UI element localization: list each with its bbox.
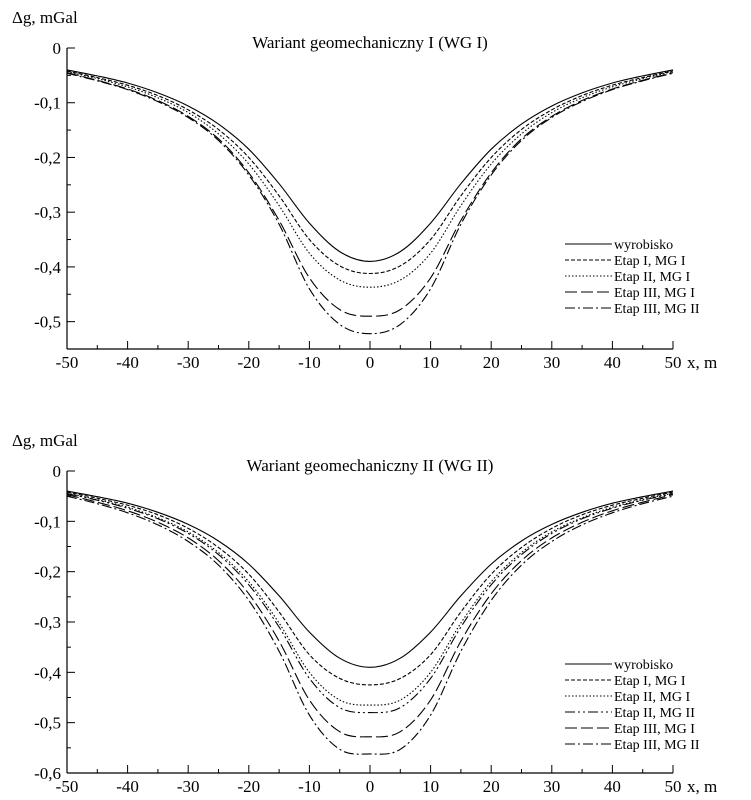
chart1-legend-label-1: wyrobisko bbox=[614, 238, 673, 253]
chart2-series-line-2 bbox=[66, 491, 674, 686]
chart1-title: Wariant geomechaniczny I (WG I) bbox=[252, 33, 488, 52]
chart1-legend-label-4: Etap III, MG I bbox=[614, 286, 695, 301]
chart2-series-line-3 bbox=[66, 492, 674, 706]
chart2-series-line-4 bbox=[66, 493, 674, 714]
chart2-legend-label-3: Etap II, MG I bbox=[614, 690, 691, 705]
chart1-x-axis-title: x, m bbox=[687, 353, 717, 372]
chart2-x-tick-label: 0 bbox=[366, 777, 375, 796]
chart2-x-tick-label: 20 bbox=[483, 777, 500, 796]
chart2-series-line-1 bbox=[66, 490, 674, 668]
chart1-y-axis-title: Δg, mGal bbox=[12, 8, 78, 27]
chart1-y-tick-label: -0,3 bbox=[34, 203, 61, 222]
chart1-x-tick-label: 0 bbox=[366, 353, 375, 372]
chart1-x-tick-label: 50 bbox=[665, 353, 682, 372]
chart1-y-tick-label: -0,5 bbox=[34, 313, 61, 332]
chart2-title: Wariant geomechaniczny II (WG II) bbox=[247, 456, 494, 475]
chart2-y-axis-title: Δg, mGal bbox=[12, 431, 78, 450]
chart1-y-tick-label: -0,4 bbox=[34, 258, 61, 277]
chart1-x-tick-label: -40 bbox=[116, 353, 139, 372]
chart1-x-tick-label: -10 bbox=[298, 353, 321, 372]
chart1-x-tick-label: 10 bbox=[422, 353, 439, 372]
chart2-y-tick-label: -0,2 bbox=[34, 563, 61, 582]
chart1-x-tick-label: -20 bbox=[237, 353, 260, 372]
chart2-x-tick-label: -40 bbox=[116, 777, 139, 796]
chart2-legend-label-5: Etap III, MG I bbox=[614, 722, 695, 737]
chart2-y-tick-label: -0,4 bbox=[34, 663, 61, 682]
chart2-x-tick-label: -10 bbox=[298, 777, 321, 796]
chart1-legend-label-5: Etap III, MG II bbox=[614, 302, 700, 317]
chart2-x-tick-label: 40 bbox=[604, 777, 621, 796]
chart2-y-tick-label: 0 bbox=[53, 462, 62, 481]
chart2-x-tick-label: 50 bbox=[665, 777, 682, 796]
chart2-x-tick-label: 10 bbox=[422, 777, 439, 796]
chart2-legend-label-4: Etap II, MG II bbox=[614, 706, 695, 721]
chart2-x-tick-label: -30 bbox=[177, 777, 200, 796]
chart2-legend-label-2: Etap I, MG I bbox=[614, 674, 686, 689]
chart2-series-line-6 bbox=[66, 495, 674, 755]
chart1-x-tick-label: 40 bbox=[604, 353, 621, 372]
chart2-y-tick-label: -0,3 bbox=[34, 613, 61, 632]
chart2-y-tick-label: -0,6 bbox=[34, 764, 61, 783]
chart1-y-tick-label: -0,2 bbox=[34, 148, 61, 167]
chart2-x-tick-label: -20 bbox=[237, 777, 260, 796]
chart2-legend-label-1: wyrobisko bbox=[614, 658, 673, 673]
chart1-legend-label-3: Etap II, MG I bbox=[614, 270, 691, 285]
chart1-series-line-2 bbox=[66, 70, 674, 275]
chart1-x-tick-label: 20 bbox=[483, 353, 500, 372]
chart1-y-tick-label: -0,1 bbox=[34, 94, 61, 113]
chart2-y-tick-label: -0,1 bbox=[34, 512, 61, 531]
chart1-series-line-1 bbox=[66, 69, 674, 262]
chart2-legend-label-6: Etap III, MG II bbox=[614, 738, 700, 753]
chart1-x-tick-label: -30 bbox=[177, 353, 200, 372]
chart1-series-line-4 bbox=[66, 72, 674, 317]
chart2-y-tick-label: -0,5 bbox=[34, 714, 61, 733]
chart2-x-axis-title: x, m bbox=[687, 777, 717, 796]
chart1-legend-label-2: Etap I, MG I bbox=[614, 254, 686, 269]
chart1-x-tick-label: 30 bbox=[543, 353, 560, 372]
chart2-x-tick-label: 30 bbox=[543, 777, 560, 796]
chart-wg-1: 0 -0,1 -0,2 -0,3 -0,4 -0,5 -50 -40 -30 -20 -10 0 10 2… bbox=[12, 8, 717, 372]
chart2-series-line-5 bbox=[66, 494, 674, 738]
chart1-series-line-3 bbox=[66, 70, 674, 288]
chart1-series-line-5 bbox=[66, 72, 674, 335]
chart2-x-tick-label: -50 bbox=[56, 777, 79, 796]
chart1-x-tick-label: -50 bbox=[56, 353, 79, 372]
chart-wg-2: 0 -0,1 -0,2 -0,3 -0,4 -0,5 -0,6-50 -40 -30 -20 -10… bbox=[12, 431, 717, 796]
chart1-y-tick-label: 0 bbox=[53, 39, 62, 58]
